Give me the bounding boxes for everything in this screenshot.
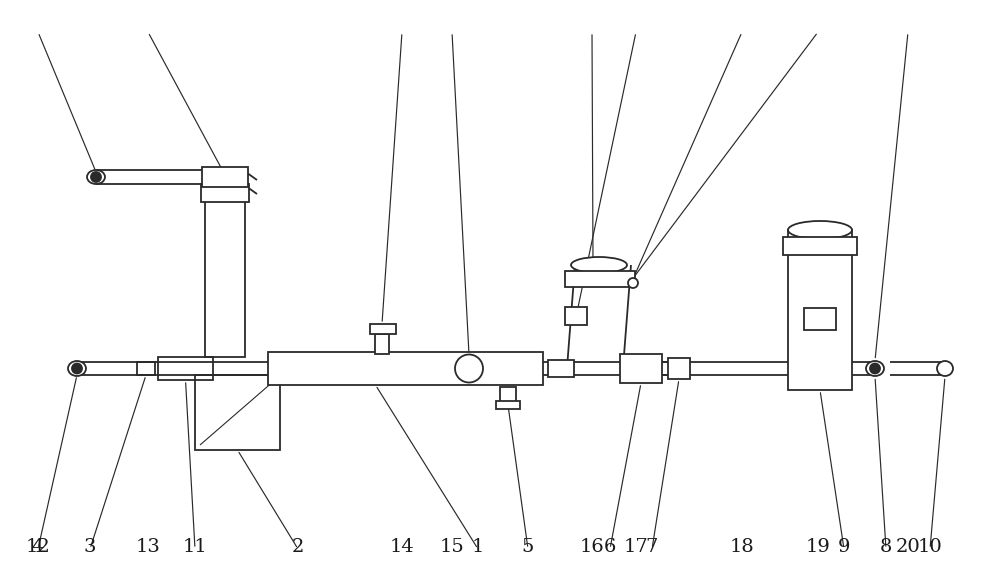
Text: 2: 2 (292, 538, 304, 556)
Text: 4: 4 (32, 538, 44, 556)
Text: 17: 17 (624, 538, 648, 556)
Text: 19: 19 (806, 538, 830, 556)
Bar (201, 184, 249, 202)
Bar (370, 324, 396, 334)
Bar (158, 357, 213, 380)
Text: 9: 9 (838, 538, 850, 556)
Text: 1: 1 (472, 538, 484, 556)
Bar (205, 177, 245, 357)
Text: 20: 20 (896, 538, 920, 556)
Bar (496, 401, 520, 409)
Bar (195, 375, 280, 450)
Text: 5: 5 (522, 538, 534, 556)
Ellipse shape (571, 257, 627, 273)
Circle shape (72, 364, 82, 373)
Bar (202, 167, 248, 187)
Ellipse shape (205, 169, 245, 185)
Bar (548, 360, 574, 377)
Circle shape (91, 172, 101, 182)
Bar (565, 307, 587, 325)
Bar (565, 271, 635, 287)
Circle shape (455, 354, 483, 383)
Text: 7: 7 (646, 538, 658, 556)
Bar (668, 358, 690, 379)
Bar (788, 230, 852, 390)
Bar (804, 308, 836, 330)
Bar (268, 352, 543, 385)
Ellipse shape (788, 221, 852, 239)
Text: 8: 8 (880, 538, 892, 556)
Bar (375, 334, 389, 354)
Text: 12: 12 (26, 538, 50, 556)
Text: 15: 15 (440, 538, 464, 556)
Ellipse shape (937, 361, 953, 376)
Ellipse shape (866, 361, 884, 376)
Text: 3: 3 (84, 538, 96, 556)
Text: 14: 14 (390, 538, 414, 556)
Circle shape (628, 278, 638, 288)
Text: 11: 11 (183, 538, 207, 556)
Bar (620, 354, 662, 383)
Bar (500, 387, 516, 405)
Text: 10: 10 (918, 538, 942, 556)
Ellipse shape (68, 361, 86, 376)
Text: 18: 18 (730, 538, 754, 556)
Text: 16: 16 (580, 538, 604, 556)
Ellipse shape (87, 170, 105, 184)
Bar (137, 362, 155, 375)
Text: 13: 13 (136, 538, 160, 556)
Circle shape (870, 364, 880, 373)
Text: 6: 6 (604, 538, 616, 556)
Bar (783, 237, 857, 255)
